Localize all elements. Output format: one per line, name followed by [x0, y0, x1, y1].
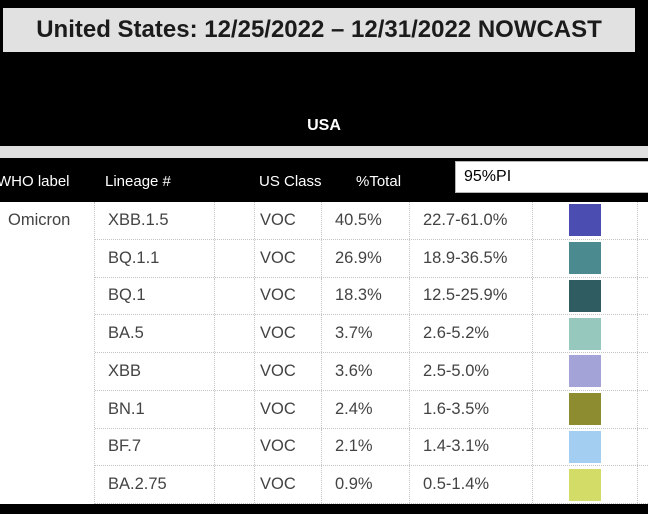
lineage-cell: BN.1 [95, 390, 215, 428]
variant-color-swatch [569, 242, 601, 275]
variant-table: Omicron XBB.1.5 VOC 40.5% 22.7-61.0% BQ.… [0, 202, 648, 504]
table-row[interactable]: XBB.1.5 VOC 40.5% 22.7-61.0% [95, 202, 648, 240]
swatch-cell [533, 428, 638, 466]
swatch-cell [533, 315, 638, 352]
us-class-cell: VOC [255, 466, 322, 503]
end-cell [638, 466, 648, 503]
us-class-cell: VOC [255, 353, 322, 390]
lineage-cell: BA.2.75 [95, 466, 215, 503]
end-cell [638, 315, 648, 352]
pct-total-cell: 3.7% [322, 315, 410, 352]
divider-strip [0, 146, 648, 158]
bottom-border [0, 504, 648, 514]
pct-total-cell: 0.9% [322, 466, 410, 503]
lineage-cell: BQ.1.1 [95, 239, 215, 277]
spacer-cell [215, 239, 255, 277]
swatch-cell [533, 353, 638, 390]
table-row[interactable]: BA.2.75 VOC 0.9% 0.5-1.4% [95, 466, 648, 504]
pi95-cell: 1.4-3.1% [410, 428, 533, 466]
swatch-cell [533, 390, 638, 428]
spacer-cell [215, 390, 255, 428]
pct-total-cell: 2.1% [322, 428, 410, 466]
variant-color-swatch [569, 204, 601, 237]
variant-color-swatch [569, 393, 601, 426]
pi95-cell: 0.5-1.4% [410, 466, 533, 503]
lineage-cell: BQ.1 [95, 277, 215, 315]
pi95-cell: 12.5-25.9% [410, 277, 533, 315]
region-label: USA [307, 117, 341, 134]
pi95-cell: 22.7-61.0% [410, 202, 533, 239]
spacer-cell [215, 315, 255, 352]
table-row[interactable]: BQ.1 VOC 18.3% 12.5-25.9% [95, 277, 648, 316]
us-class-cell: VOC [255, 315, 322, 352]
swatch-cell [533, 239, 638, 277]
variant-color-swatch [569, 468, 601, 501]
pct-total-cell: 3.6% [322, 353, 410, 390]
pi95-header-label: 95%PI [464, 168, 512, 185]
swatch-cell [533, 277, 638, 315]
top-border [0, 0, 648, 8]
us-class-cell: VOC [255, 390, 322, 428]
title-bar: United States: 12/25/2022 – 12/31/2022 N… [0, 8, 648, 52]
variant-color-swatch [569, 355, 601, 388]
pct-total-cell: 18.3% [322, 277, 410, 315]
lineage-cell: BA.5 [95, 315, 215, 352]
swatch-cell [533, 466, 638, 503]
who-label-value: Omicron [8, 211, 71, 229]
pct-total-cell: 26.9% [322, 239, 410, 277]
swatch-cell [533, 202, 638, 239]
lineage-cell: XBB [95, 353, 215, 390]
table-row[interactable]: BQ.1.1 VOC 26.9% 18.9-36.5% [95, 239, 648, 278]
us-class-cell: VOC [255, 428, 322, 466]
table-row[interactable]: BA.5 VOC 3.7% 2.6-5.2% [95, 315, 648, 353]
table-row[interactable]: BN.1 VOC 2.4% 1.6-3.5% [95, 390, 648, 429]
end-cell [638, 429, 648, 466]
lineage-cell: BF.7 [95, 428, 215, 466]
pi95-cell: 2.5-5.0% [410, 353, 533, 390]
region-banner: USA [0, 52, 648, 146]
end-cell [638, 202, 648, 239]
variant-color-swatch [569, 279, 601, 312]
us-class-cell: VOC [255, 277, 322, 315]
table-header-row: WHO label Lineage # US Class %Total 95%P… [0, 158, 648, 202]
spacer-cell [215, 353, 255, 390]
spacer-cell [215, 202, 255, 239]
variant-color-swatch [569, 317, 601, 350]
pi95-cell: 18.9-36.5% [410, 239, 533, 277]
end-cell [638, 391, 648, 428]
end-cell [638, 278, 648, 315]
spacer-cell [215, 428, 255, 466]
spacer-cell [215, 277, 255, 315]
us-class-cell: VOC [255, 202, 322, 239]
spacer-cell [215, 466, 255, 503]
col-header-us-class: US Class [259, 173, 322, 190]
pct-total-cell: 40.5% [322, 202, 410, 239]
col-header-lineage: Lineage # [105, 173, 171, 190]
col-header-who-label: WHO label [0, 173, 70, 190]
pi95-header-box[interactable]: 95%PI [455, 161, 648, 193]
page-title: United States: 12/25/2022 – 12/31/2022 N… [36, 16, 602, 43]
pct-total-cell: 2.4% [322, 390, 410, 428]
who-label-column: Omicron [0, 202, 95, 504]
table-row[interactable]: BF.7 VOC 2.1% 1.4-3.1% [95, 428, 648, 467]
pi95-cell: 2.6-5.2% [410, 315, 533, 352]
us-class-cell: VOC [255, 239, 322, 277]
variant-color-swatch [569, 430, 601, 463]
lineage-cell: XBB.1.5 [95, 202, 215, 239]
pi95-cell: 1.6-3.5% [410, 390, 533, 428]
end-cell [638, 353, 648, 390]
col-header-pct-total: %Total [356, 173, 402, 190]
end-cell [638, 240, 648, 277]
table-row[interactable]: XBB VOC 3.6% 2.5-5.0% [95, 353, 648, 391]
table-rows: XBB.1.5 VOC 40.5% 22.7-61.0% BQ.1.1 VOC … [95, 202, 648, 504]
